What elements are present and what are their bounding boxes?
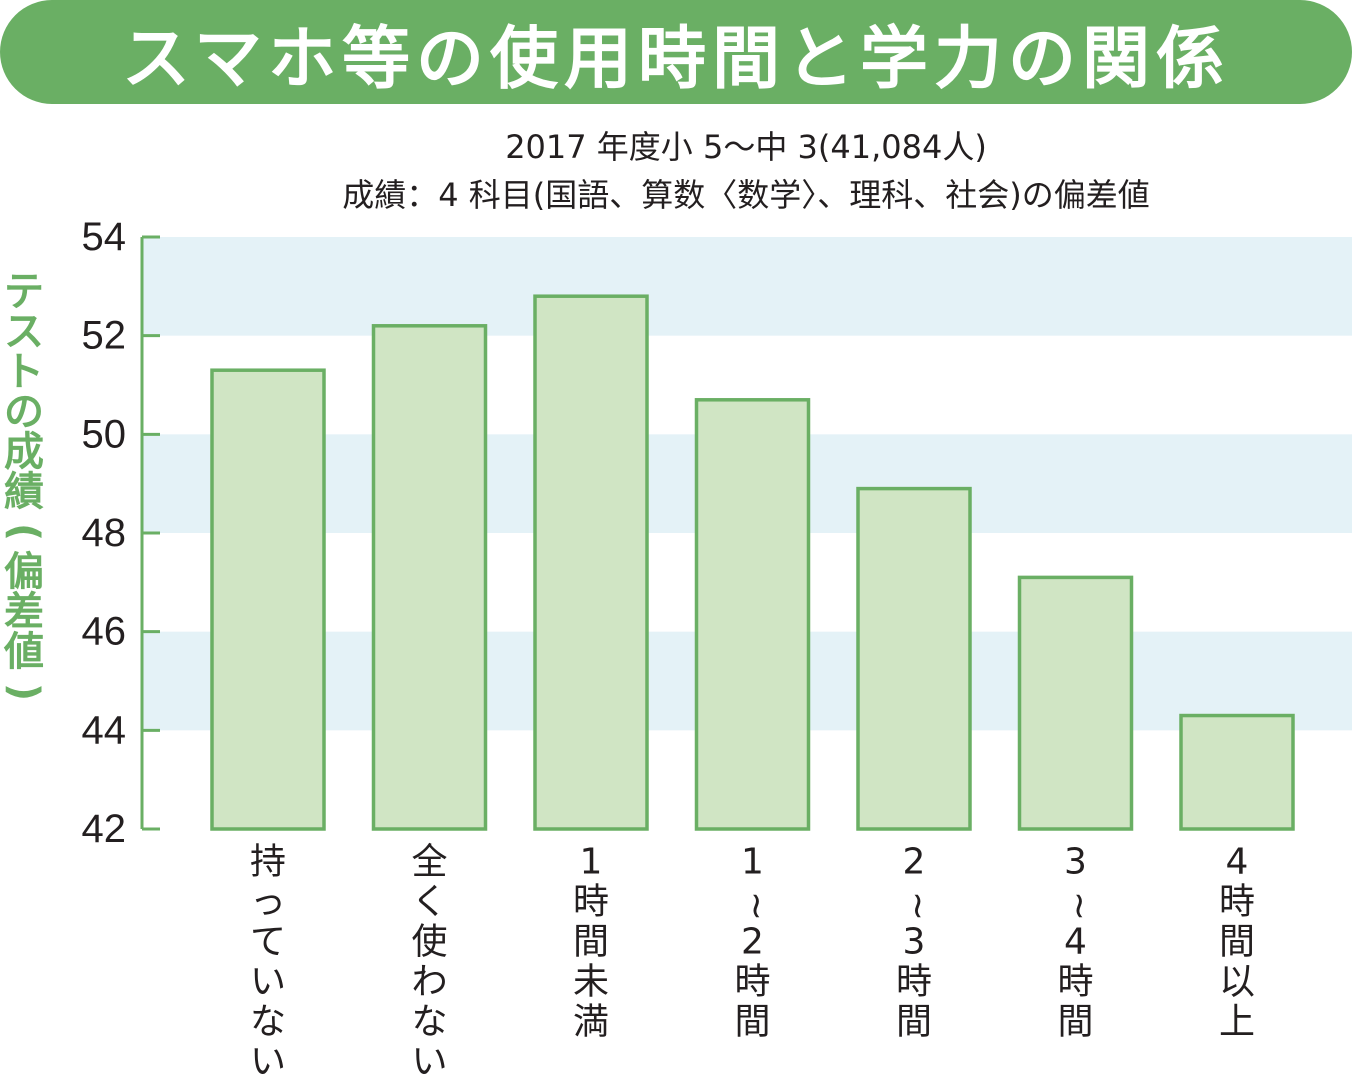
category-label-char: 2 — [903, 842, 926, 883]
bar — [1179, 713, 1295, 831]
category-label-char: 時 — [1219, 882, 1255, 923]
y-axis-label-char: の — [4, 389, 44, 435]
category-label-char: 3 — [903, 922, 926, 963]
category-label-char: 3 — [1064, 842, 1087, 883]
y-axis-label-char: 成 — [4, 429, 44, 475]
category-label-char: 1 — [580, 842, 603, 883]
y-axis-label-char: 績 — [4, 469, 44, 515]
bar — [371, 324, 488, 831]
y-axis-label-char: 値 — [4, 629, 44, 675]
category-label-char: 未 — [573, 962, 609, 1003]
grid-band — [142, 237, 1352, 336]
category-label-char: い — [250, 962, 286, 1003]
category-label-char: ~ — [736, 891, 777, 921]
category-label-char: 4 — [1226, 842, 1249, 883]
category-label-char: 以 — [1219, 962, 1255, 1003]
category-label-char: 時 — [573, 882, 609, 923]
bar — [210, 368, 326, 831]
chart-subtitle-sample: 2017 年度小 5～中 3(41,084人) — [505, 128, 987, 166]
category-label-char: 間 — [573, 922, 609, 963]
category-label-char: 時 — [734, 962, 770, 1003]
category-label-char: い — [411, 1042, 447, 1083]
category-label-char: ~ — [1059, 891, 1100, 921]
category-label-char: 時 — [896, 962, 932, 1003]
y-axis-label-char: ト — [4, 349, 44, 395]
category-label-char: 間 — [896, 1002, 932, 1043]
y-tick-label: 48 — [82, 511, 127, 555]
category-label-char: 1 — [741, 842, 764, 883]
chart-subtitle-scores: 成績：4 科目(国語、算数〈数学〉、理科、社会)の偏差値 — [342, 176, 1150, 214]
category-label-char: な — [411, 1002, 447, 1043]
category-label-char: 2 — [741, 922, 764, 963]
category-label-char: 上 — [1219, 1002, 1255, 1043]
category-label-char: く — [411, 882, 447, 923]
title-banner: スマホ等の使用時間と学力の関係 — [0, 0, 1352, 104]
category-label-char: 間 — [1057, 1002, 1093, 1043]
y-axis-label-char: テ — [4, 269, 44, 315]
y-axis-label: テストの成績(偏差値) — [0, 272, 48, 802]
category-label-char: 満 — [573, 1002, 609, 1043]
category-label-char: 使 — [411, 922, 447, 963]
bar — [694, 398, 811, 831]
category-label-char: 間 — [1219, 922, 1255, 963]
category-label-char: 間 — [734, 1002, 770, 1043]
y-tick-label: 46 — [82, 610, 127, 654]
y-axis-label-char: ス — [4, 309, 44, 355]
chart-title: スマホ等の使用時間と学力の関係 — [122, 19, 1230, 99]
y-tick-label: 52 — [82, 314, 127, 358]
category-label-char: 持 — [250, 842, 286, 883]
category-label-char: い — [250, 1042, 286, 1083]
category-label-char: っ — [250, 882, 286, 923]
category-label-char: 時 — [1057, 962, 1093, 1003]
bar — [856, 486, 972, 831]
y-axis-label-char: 偏 — [4, 549, 44, 595]
y-axis-label-char: 差 — [4, 589, 44, 635]
category-label-char: 4 — [1064, 922, 1087, 963]
y-tick-label: 44 — [82, 708, 127, 752]
y-tick-label: 42 — [82, 807, 127, 851]
category-label-char: ~ — [897, 891, 938, 921]
y-tick-label: 50 — [82, 412, 127, 456]
category-label-char: て — [250, 922, 286, 963]
category-label-char: 全 — [411, 842, 447, 883]
category-label-char: な — [250, 1002, 286, 1043]
bar — [533, 294, 649, 831]
bar — [1017, 575, 1134, 831]
y-tick-label: 54 — [82, 215, 127, 259]
category-label-char: わ — [411, 962, 447, 1003]
